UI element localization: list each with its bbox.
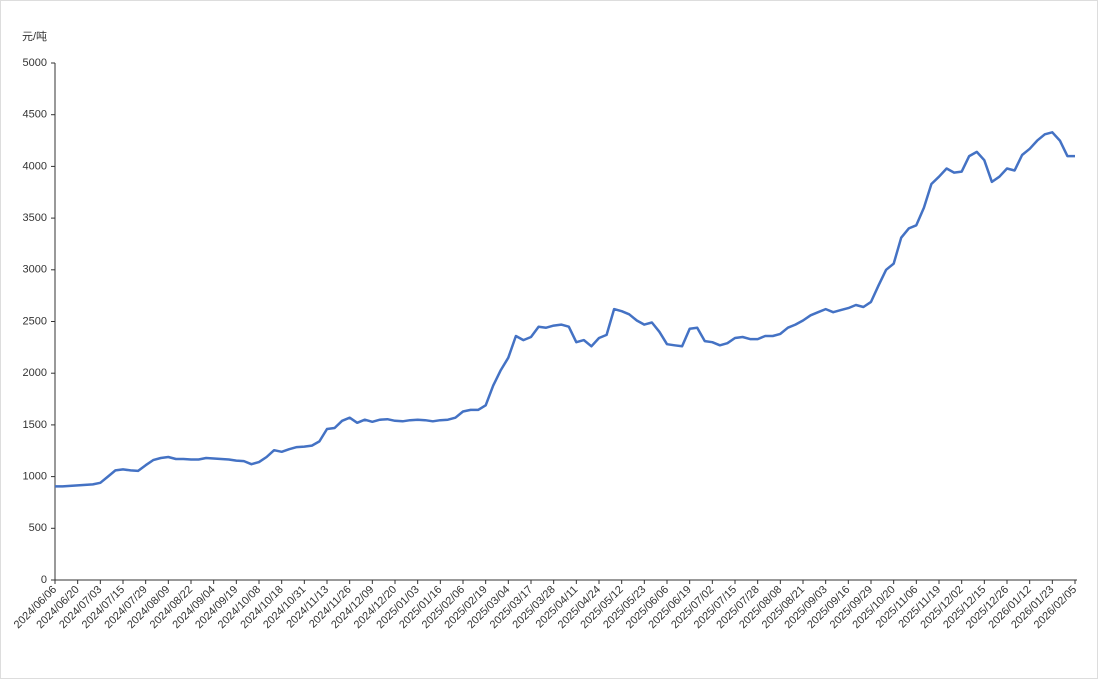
- y-tick-label: 1000: [23, 471, 47, 483]
- y-tick-label: 2000: [23, 367, 47, 379]
- price-line: [55, 131, 1075, 488]
- y-tick-label: 3500: [23, 212, 47, 224]
- y-tick-label: 5000: [23, 57, 47, 69]
- y-unit: 元/吨: [22, 30, 47, 43]
- y-tick-label: 4500: [23, 109, 47, 121]
- y-tick-label: 2500: [23, 315, 47, 327]
- y-tick-label: 1500: [23, 419, 47, 431]
- y-tick-label: 0: [41, 574, 47, 586]
- y-tick-label: 3000: [23, 264, 47, 276]
- y-tick-label: 4000: [23, 160, 47, 172]
- y-tick-label: 500: [29, 522, 47, 534]
